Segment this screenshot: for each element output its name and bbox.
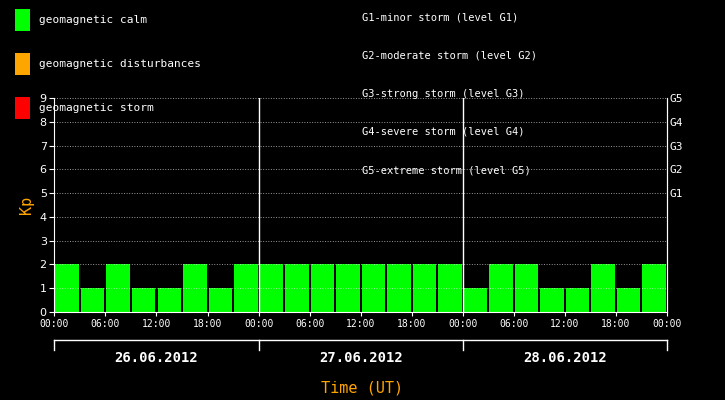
Bar (617, 288, 640, 312)
Bar (336, 264, 360, 312)
Bar (489, 264, 513, 312)
Bar (387, 264, 411, 312)
Bar (439, 264, 462, 312)
Text: G3-strong storm (level G3): G3-strong storm (level G3) (362, 89, 525, 99)
Bar (642, 264, 666, 312)
Bar (285, 264, 309, 312)
Bar (132, 288, 155, 312)
Y-axis label: Kp: Kp (19, 196, 34, 214)
Text: geomagnetic disturbances: geomagnetic disturbances (39, 59, 201, 69)
Bar (362, 264, 385, 312)
Bar (515, 264, 539, 312)
Bar (464, 288, 487, 312)
Text: G1-minor storm (level G1): G1-minor storm (level G1) (362, 13, 519, 23)
Bar (566, 288, 589, 312)
Bar (107, 264, 130, 312)
Text: 28.06.2012: 28.06.2012 (523, 351, 607, 365)
Text: Time (UT): Time (UT) (321, 380, 404, 396)
Text: G4-severe storm (level G4): G4-severe storm (level G4) (362, 127, 525, 137)
Bar (310, 264, 334, 312)
Bar (260, 264, 283, 312)
Text: 26.06.2012: 26.06.2012 (115, 351, 199, 365)
Text: G2-moderate storm (level G2): G2-moderate storm (level G2) (362, 51, 537, 61)
Text: geomagnetic calm: geomagnetic calm (39, 15, 147, 25)
Text: 27.06.2012: 27.06.2012 (319, 351, 402, 365)
Text: geomagnetic storm: geomagnetic storm (39, 103, 154, 113)
Bar (234, 264, 257, 312)
Bar (413, 264, 436, 312)
Bar (157, 288, 181, 312)
Bar (55, 264, 79, 312)
Bar (209, 288, 232, 312)
Bar (592, 264, 615, 312)
Bar (183, 264, 207, 312)
Bar (81, 288, 104, 312)
Text: G5-extreme storm (level G5): G5-extreme storm (level G5) (362, 165, 531, 175)
Bar (540, 288, 564, 312)
